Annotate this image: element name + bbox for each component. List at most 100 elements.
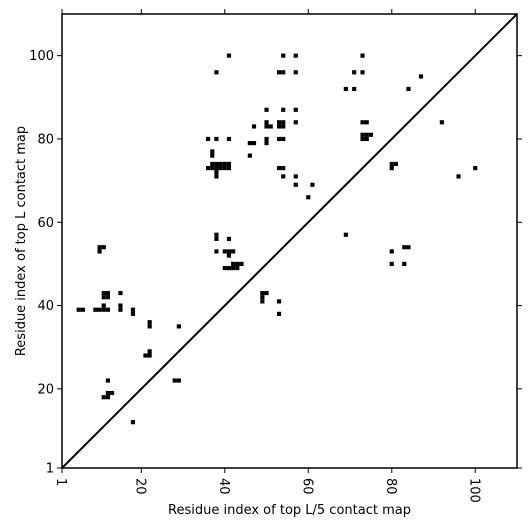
contact-point	[97, 249, 102, 254]
contact-point	[456, 174, 461, 179]
diagonal-line	[61, 13, 518, 469]
contact-point	[247, 141, 252, 146]
contact-point	[105, 378, 110, 383]
x-tick-label: 1	[53, 478, 68, 486]
contact-point	[276, 124, 282, 129]
contact-point	[101, 245, 106, 250]
contact-point	[368, 132, 373, 137]
contact-point	[364, 136, 369, 142]
contact-point	[143, 353, 148, 358]
contact-point	[105, 295, 110, 300]
contact-point	[130, 420, 136, 425]
contact-point	[147, 353, 152, 358]
contact-point	[101, 295, 106, 300]
data-points	[76, 53, 478, 425]
contact-point	[360, 120, 365, 125]
x-tick-label: 100	[466, 478, 481, 503]
y-tick-label: 40	[37, 299, 54, 314]
contact-point	[235, 265, 240, 271]
contact-point	[80, 307, 85, 312]
contact-point	[281, 124, 286, 129]
contact-point	[281, 120, 286, 125]
contact-point	[226, 236, 232, 241]
contact-point	[206, 166, 211, 171]
contact-point	[264, 136, 269, 142]
contact-point	[130, 307, 136, 312]
contact-point	[293, 70, 298, 75]
contact-point	[101, 395, 106, 400]
contact-point	[147, 324, 152, 329]
contact-point	[214, 174, 219, 179]
contact-point	[101, 303, 106, 308]
contact-point	[105, 395, 110, 400]
contact-point	[222, 265, 227, 271]
contact-point	[360, 132, 365, 137]
contact-point	[364, 120, 369, 125]
contact-point	[343, 232, 348, 237]
contact-point	[214, 136, 219, 142]
contact-point	[147, 320, 152, 325]
contact-point	[210, 161, 215, 167]
contact-point	[226, 161, 232, 167]
contact-point	[222, 249, 227, 254]
contact-point	[226, 53, 232, 58]
contact-point	[360, 53, 365, 58]
contact-point	[110, 390, 115, 396]
contact-point	[105, 290, 110, 296]
contact-point	[389, 161, 394, 167]
contact-point	[264, 290, 269, 296]
y-axis: 1 20 40 60 80 100	[29, 49, 522, 477]
contact-point	[306, 195, 311, 200]
contact-point	[235, 261, 240, 266]
contact-point	[360, 136, 365, 142]
contact-point	[231, 249, 236, 254]
contact-point	[210, 166, 215, 171]
contact-point	[172, 378, 177, 383]
contact-point	[97, 245, 102, 250]
contact-point	[210, 149, 215, 154]
contact-point	[118, 290, 123, 296]
contact-point	[473, 166, 478, 171]
contact-point	[406, 86, 411, 92]
x-tick-label: 60	[299, 478, 314, 495]
contact-point	[101, 307, 106, 312]
contact-point	[281, 53, 286, 58]
contact-point	[418, 74, 424, 79]
y-tick-label: 20	[37, 382, 54, 397]
contact-point	[214, 166, 219, 171]
contact-point	[352, 70, 357, 75]
contact-point	[276, 311, 282, 316]
contact-point	[260, 299, 265, 304]
contact-point	[281, 174, 286, 179]
contact-point	[226, 166, 232, 171]
contact-point	[406, 245, 411, 250]
contact-point	[226, 136, 232, 142]
contact-point	[352, 86, 357, 92]
contact-point	[360, 70, 365, 75]
contact-point	[260, 295, 265, 300]
contact-point	[214, 236, 219, 241]
contact-point	[97, 307, 102, 312]
contact-point	[214, 161, 219, 167]
contact-point	[264, 141, 269, 146]
contact-point	[402, 245, 407, 250]
x-tick-label: 80	[383, 478, 398, 495]
contact-point	[222, 166, 227, 171]
contact-point	[276, 299, 282, 304]
contact-point	[293, 174, 298, 179]
contact-point	[214, 232, 219, 237]
contact-point	[105, 307, 110, 312]
contact-point	[389, 261, 394, 266]
contact-point	[247, 153, 252, 158]
contact-point	[293, 107, 298, 112]
contact-point	[343, 86, 348, 92]
contact-point	[222, 161, 227, 167]
contact-point	[105, 390, 110, 396]
contact-point	[276, 70, 282, 75]
contact-point	[147, 349, 152, 354]
x-axis: 1 20 40 60 80 100	[53, 9, 481, 503]
contact-point	[268, 124, 273, 129]
y-tick-label: 60	[37, 216, 54, 231]
contact-point	[218, 161, 223, 167]
y-tick-label: 80	[37, 132, 54, 147]
